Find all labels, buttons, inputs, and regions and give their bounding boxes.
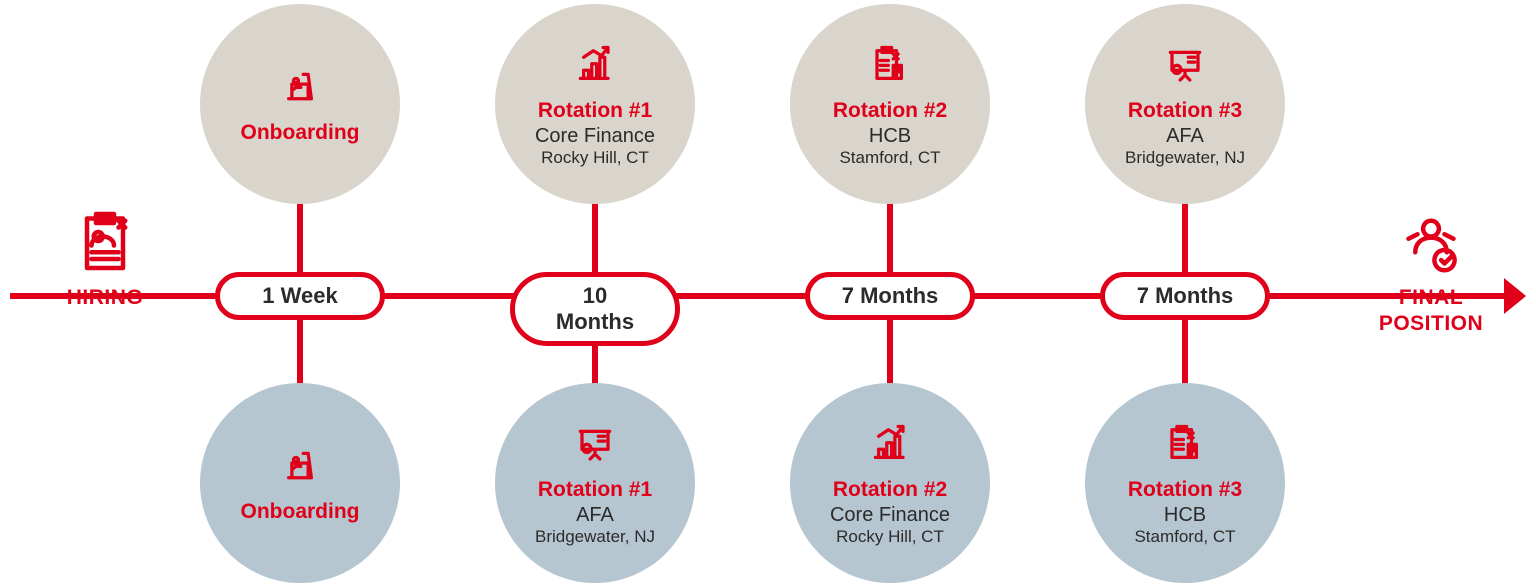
duration-pill: 7 Months [805, 272, 975, 320]
chart-icon [864, 420, 916, 472]
stage-circle-top: Rotation #2 HCB Stamford, CT [790, 4, 990, 204]
stage-title: Rotation #2 [833, 478, 947, 502]
timeline-diagram: HIRING FINAL POSITION Onboarding 1 Week … [0, 0, 1536, 587]
duration-pill: 10 Months [510, 272, 680, 346]
stage-circle-top: Onboarding [200, 4, 400, 204]
stage-circle-bottom: Rotation #1 AFA Bridgewater, NJ [495, 383, 695, 583]
clipboard-icon [1159, 420, 1211, 472]
clipboard-person-icon [69, 205, 141, 277]
desk-icon [274, 63, 326, 115]
hiring-endpoint: HIRING [30, 205, 180, 311]
stage-title: Rotation #1 [538, 478, 652, 502]
desk-icon [274, 442, 326, 494]
stage-location: Rocky Hill, CT [541, 148, 649, 168]
stage: Rotation #2 HCB Stamford, CT 7 Months Ro… [780, 0, 1000, 587]
presentation-icon [569, 420, 621, 472]
stage-location: Rocky Hill, CT [836, 527, 944, 547]
stage-title: Onboarding [241, 500, 360, 524]
stage-circle-top: Rotation #3 AFA Bridgewater, NJ [1085, 4, 1285, 204]
stage: Rotation #1 Core Finance Rocky Hill, CT … [485, 0, 705, 587]
stage-circle-bottom: Rotation #3 HCB Stamford, CT [1085, 383, 1285, 583]
stage-circle-bottom: Onboarding [200, 383, 400, 583]
stage-title: Rotation #3 [1128, 99, 1242, 123]
stage-location: Bridgewater, NJ [1125, 148, 1245, 168]
stage-subtitle: AFA [576, 504, 614, 527]
clipboard-icon [864, 41, 916, 93]
stage: Rotation #3 AFA Bridgewater, NJ 7 Months… [1075, 0, 1295, 587]
stage-subtitle: Core Finance [830, 504, 950, 527]
stage: Onboarding 1 Week Onboarding [190, 0, 410, 587]
stage-subtitle: HCB [1164, 504, 1206, 527]
stage-title: Onboarding [241, 121, 360, 145]
hiring-label: HIRING [30, 285, 180, 311]
duration-pill: 7 Months [1100, 272, 1270, 320]
stage-location: Bridgewater, NJ [535, 527, 655, 547]
person-check-icon [1395, 205, 1467, 277]
duration-pill: 1 Week [215, 272, 385, 320]
final-position-label: FINAL POSITION [1356, 285, 1506, 338]
stage-title: Rotation #2 [833, 99, 947, 123]
stage-location: Stamford, CT [1134, 527, 1235, 547]
stage-location: Stamford, CT [839, 148, 940, 168]
stage-subtitle: HCB [869, 125, 911, 148]
timeline-arrowhead [1504, 278, 1526, 314]
stage-subtitle: Core Finance [535, 125, 655, 148]
chart-icon [569, 41, 621, 93]
stage-title: Rotation #3 [1128, 478, 1242, 502]
stage-circle-bottom: Rotation #2 Core Finance Rocky Hill, CT [790, 383, 990, 583]
final-position-endpoint: FINAL POSITION [1356, 205, 1506, 338]
stage-title: Rotation #1 [538, 99, 652, 123]
stage-circle-top: Rotation #1 Core Finance Rocky Hill, CT [495, 4, 695, 204]
presentation-icon [1159, 41, 1211, 93]
stage-subtitle: AFA [1166, 125, 1204, 148]
